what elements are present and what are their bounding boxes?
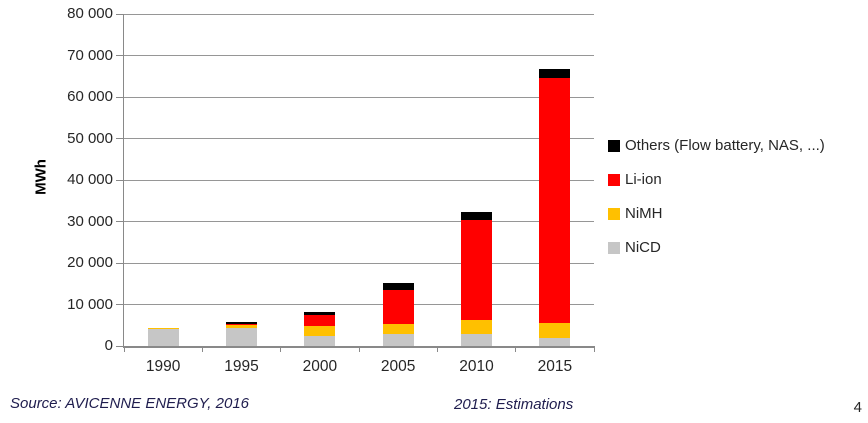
legend-swatch-li-ion (608, 173, 620, 186)
legend-label-nicd: NiCD (625, 239, 661, 256)
y-tick-label: 40 000 (67, 171, 113, 188)
y-tick-label: 80 000 (67, 5, 113, 22)
bar-segment-nimh-2005 (382, 324, 414, 334)
bar-segment-li-ion-2005 (382, 290, 414, 325)
y-tick-label: 50 000 (67, 129, 113, 147)
bar-segment-nicd-1995 (226, 328, 257, 346)
bar-segment-others-flow-battery-nas-2000 (304, 312, 336, 315)
bar-segment-nicd-2015 (539, 338, 571, 346)
y-tick-label: 20 000 (67, 254, 113, 271)
bar-segment-li-ion-2015 (539, 77, 571, 323)
y-tick-label: 60 000 (67, 88, 113, 105)
y-axis-tick (115, 13, 123, 15)
y-axis-tick (115, 304, 123, 305)
bar-segment-nimh-2015 (539, 322, 571, 339)
gridline-y-80000 (124, 13, 594, 15)
gridline-y-20000 (124, 262, 594, 264)
x-tick-label-2005: 2005 (380, 358, 416, 375)
y-tick-label: 0 (104, 337, 113, 354)
bar-segment-others-flow-battery-nas-2005 (382, 283, 414, 291)
y-axis-tick (115, 179, 123, 181)
estimation-note: 2015: Estimations (454, 396, 574, 413)
bar-1990 (147, 327, 179, 346)
gridline-y-10000 (124, 304, 594, 305)
bar-segment-nimh-1990 (147, 327, 179, 330)
x-tick-label-1990: 1990 (145, 358, 181, 375)
bar-segment-others-flow-battery-nas-2015 (539, 69, 571, 78)
legend-label-li-ion: Li-ion (625, 171, 662, 188)
bar-segment-li-ion-2000 (304, 314, 336, 326)
legend-item-others-flow-battery-nas: Others (Flow battery, NAS, ...) (608, 137, 825, 154)
legend-label-nimh: NiMH (625, 205, 663, 222)
bar-segment-nicd-2000 (304, 335, 336, 346)
bar-segment-nimh-2000 (304, 325, 336, 336)
bar-2005 (382, 283, 414, 346)
bar-2000 (304, 312, 336, 346)
bar-segment-nimh-2010 (461, 320, 492, 335)
x-axis-tick (593, 346, 595, 352)
y-tick-label: 10 000 (67, 295, 113, 313)
bar-segment-others-flow-battery-nas-2010 (461, 211, 492, 221)
y-axis-tick (115, 138, 123, 139)
x-axis-tick (201, 346, 203, 352)
y-axis-tick (115, 55, 123, 56)
bar-segment-nicd-1990 (147, 329, 179, 346)
legend-swatch-nicd (608, 241, 620, 254)
legend-item-li-ion: Li-ion (608, 171, 825, 188)
y-tick-label: 30 000 (67, 212, 113, 230)
legend-swatch-others-flow-battery-nas (608, 139, 620, 152)
x-axis-tick (515, 346, 517, 352)
bar-segment-nimh-1995 (226, 325, 257, 329)
bar-segment-li-ion-2010 (461, 220, 492, 321)
gridline-y-30000 (124, 221, 594, 222)
gridline-y-60000 (124, 96, 594, 98)
x-tick-label-1995: 1995 (224, 358, 259, 375)
bar-segment-nicd-2005 (382, 333, 414, 346)
source-credit: Source: AVICENNE ENERGY, 2016 (10, 395, 250, 412)
bar-segment-others-flow-battery-nas-1995 (226, 322, 257, 325)
page-number: 4 (853, 399, 862, 416)
gridline-y-40000 (124, 179, 594, 181)
legend-label-others-flow-battery-nas: Others (Flow battery, NAS, ...) (625, 137, 825, 154)
y-axis-tick (115, 96, 123, 98)
gridline-y-50000 (124, 138, 594, 139)
x-axis-tick (280, 346, 282, 352)
legend-item-nicd: NiCD (608, 239, 825, 256)
x-tick-label-2000: 2000 (302, 358, 338, 375)
x-axis-tick (436, 346, 438, 352)
y-axis-tick (115, 345, 123, 347)
plot-area: 0 10 000 20 000 30 000 40 000 50 000 60 000 70 … (67, 5, 595, 375)
x-axis-tick (123, 346, 125, 352)
x-tick-label-2015: 2015 (537, 358, 573, 375)
legend: Others (Flow battery, NAS, ...) Li-ion NiM… (608, 137, 825, 273)
bar-2010 (461, 211, 492, 346)
y-tick-label: 70 000 (67, 46, 113, 64)
y-axis-tick (115, 262, 123, 264)
y-axis-tick (115, 221, 123, 222)
x-axis-tick (358, 346, 360, 352)
bar-1995 (226, 322, 257, 346)
legend-item-nimh: NiMH (608, 205, 825, 222)
gridline-y-70000 (124, 55, 594, 56)
bar-2015 (539, 69, 571, 346)
bar-segment-li-ion-1995 (226, 324, 257, 326)
x-tick-label-2010: 2010 (459, 358, 494, 375)
bar-segment-nicd-2010 (461, 334, 492, 346)
legend-swatch-nimh (608, 207, 620, 220)
